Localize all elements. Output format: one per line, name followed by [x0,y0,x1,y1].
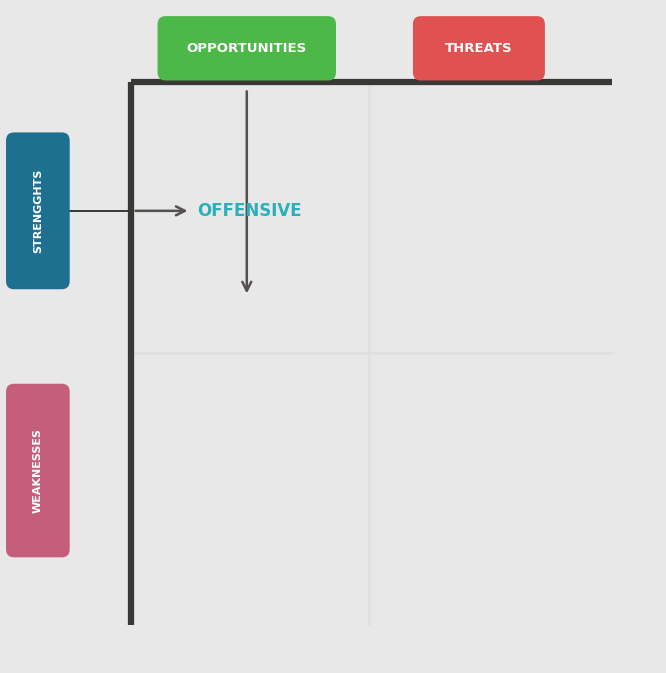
FancyBboxPatch shape [6,133,70,289]
FancyBboxPatch shape [413,16,545,81]
Text: STRENGGHTS: STRENGGHTS [33,169,43,253]
Text: OFFENSIVE: OFFENSIVE [197,202,302,220]
Text: THREATS: THREATS [445,42,513,55]
FancyBboxPatch shape [158,16,336,81]
Text: WEAKNESSES: WEAKNESSES [33,428,43,513]
FancyBboxPatch shape [6,384,70,557]
Text: OPPORTUNITIES: OPPORTUNITIES [186,42,307,55]
